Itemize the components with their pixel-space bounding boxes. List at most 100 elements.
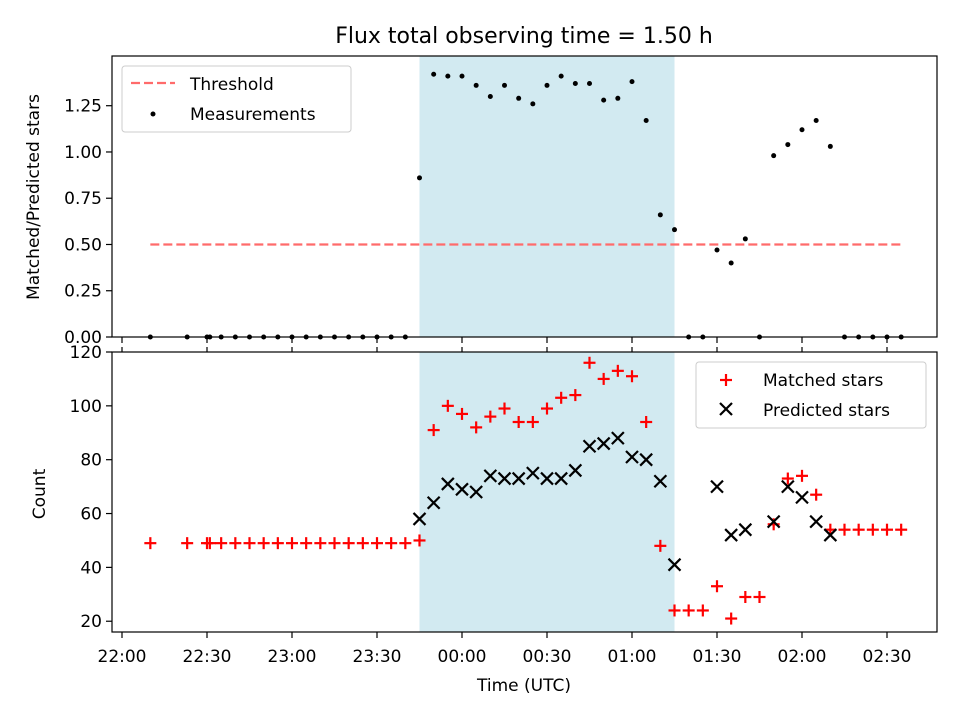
x-tick-label: 22:00 (98, 647, 147, 667)
measurement-point (827, 143, 833, 149)
legend-matched-swatch (720, 374, 732, 386)
matched-star-point (526, 416, 539, 428)
bottom-y-tick-label: 60 (80, 505, 102, 525)
matched-star-point (356, 537, 369, 550)
predicted-star-point (724, 528, 738, 542)
bottom-y-tick-label: 80 (80, 451, 102, 471)
x-tick-label: 23:30 (353, 647, 402, 667)
measurement-point (544, 82, 550, 88)
bottom-y-tick-label: 20 (80, 612, 102, 632)
predicted-star-point (781, 479, 795, 494)
predicted-star-point (483, 469, 498, 483)
measurement-point (672, 227, 677, 233)
measurement-point (742, 236, 748, 242)
measurement-point (473, 82, 479, 88)
measurement-point (572, 81, 578, 87)
predicted-star-point (554, 471, 568, 486)
legend-measurements-swatch (150, 111, 156, 117)
predicted-star-point (526, 466, 540, 480)
predicted-star-point (582, 439, 597, 454)
measurement-point (629, 79, 635, 85)
legend-threshold-label: Threshold (189, 75, 274, 95)
predicted-star-point (611, 431, 625, 445)
matched-star-point (243, 537, 256, 550)
top-legend-box (121, 65, 352, 133)
x-tick-label: 02:00 (778, 647, 827, 667)
matched-star-point (895, 523, 908, 536)
measurement-point (728, 260, 734, 266)
predicted-star-point (596, 436, 611, 451)
measurement-point (431, 71, 437, 77)
matched-star-point (399, 537, 412, 550)
top-plot-frame (111, 55, 938, 338)
measurement-point (558, 73, 564, 79)
predicted-star-point (795, 490, 809, 505)
bottom-panel: 20 40 60 80 100 120 22:00 22:30 23:00 23:30 00:00… (30, 343, 938, 696)
matched-star-point (328, 537, 341, 550)
measurement-point (587, 81, 592, 87)
matched-star-point (144, 537, 157, 550)
matched-star-point (541, 402, 553, 415)
predicted-star-point (766, 514, 781, 529)
matched-star-point (342, 537, 355, 550)
predicted-star-point (667, 557, 682, 572)
matched-star-point (413, 534, 426, 547)
matched-star-point (597, 372, 610, 385)
matched-star-point (654, 539, 667, 552)
matched-star-point (583, 356, 596, 369)
matched-star-point (753, 591, 766, 603)
matched-star-point (512, 416, 525, 428)
predicted-star-point (469, 485, 483, 499)
matched-star-point (271, 537, 284, 550)
matched-star-point (203, 537, 216, 550)
matched-star-point (838, 523, 851, 536)
top-y-axis-label: Matched/Predicted stars (24, 94, 44, 300)
matched-star-point (640, 416, 653, 428)
top-y-tick-label: 0.50 (64, 235, 102, 255)
bottom-y-tick-label: 40 (80, 558, 102, 578)
matched-star-point (725, 612, 738, 625)
measurement-point (417, 175, 422, 181)
top-y-tick-label: 1.25 (64, 97, 102, 117)
matched-star-point (229, 537, 242, 550)
measurement-point (714, 247, 720, 253)
x-tick-label: 22:30 (183, 647, 232, 667)
bottom-legend: Matched stars Predicted stars (695, 361, 927, 429)
x-tick-label: 01:00 (608, 647, 657, 667)
predicted-star-point (568, 463, 583, 478)
predicted-star-point (639, 452, 653, 467)
x-tick-label: 01:30 (693, 647, 742, 667)
legend-measurements-label: Measurements (190, 105, 316, 125)
matched-star-point (810, 488, 823, 501)
bottom-y-tick-label: 100 (70, 397, 102, 417)
top-y-tick-label: 0.00 (64, 328, 102, 348)
x-axis-label: Time (UTC) (476, 676, 571, 696)
top-y-tick-label: 1.00 (64, 143, 102, 163)
x-tick-label: 23:00 (268, 647, 317, 667)
top-y-tick-label: 0.75 (64, 189, 102, 209)
matched-star-point (696, 604, 709, 617)
bottom-y-tick-label: 120 (70, 343, 102, 363)
bottom-shaded-region (419, 352, 675, 632)
predicted-star-point (412, 512, 427, 526)
matched-star-point (555, 391, 568, 404)
matched-star-point (881, 523, 893, 536)
measurement-point (615, 95, 621, 101)
measurement-point (643, 118, 649, 124)
predicted-star-point (426, 495, 441, 510)
matched-star-point (866, 523, 879, 536)
matched-star-point (181, 537, 194, 550)
predicted-star-point (809, 514, 823, 529)
predicted-star-point (625, 450, 639, 464)
top-y-tick-label: 0.25 (64, 282, 102, 302)
predicted-star-point (497, 471, 512, 486)
measurement-point (601, 97, 607, 103)
legend-matched-label: Matched stars (763, 371, 883, 391)
matched-star-point (739, 591, 752, 603)
measurement-point (785, 142, 791, 148)
predicted-star-point (511, 471, 526, 486)
matched-star-point (456, 407, 468, 420)
bottom-legend-box (695, 361, 927, 429)
matched-star-point (314, 537, 327, 550)
